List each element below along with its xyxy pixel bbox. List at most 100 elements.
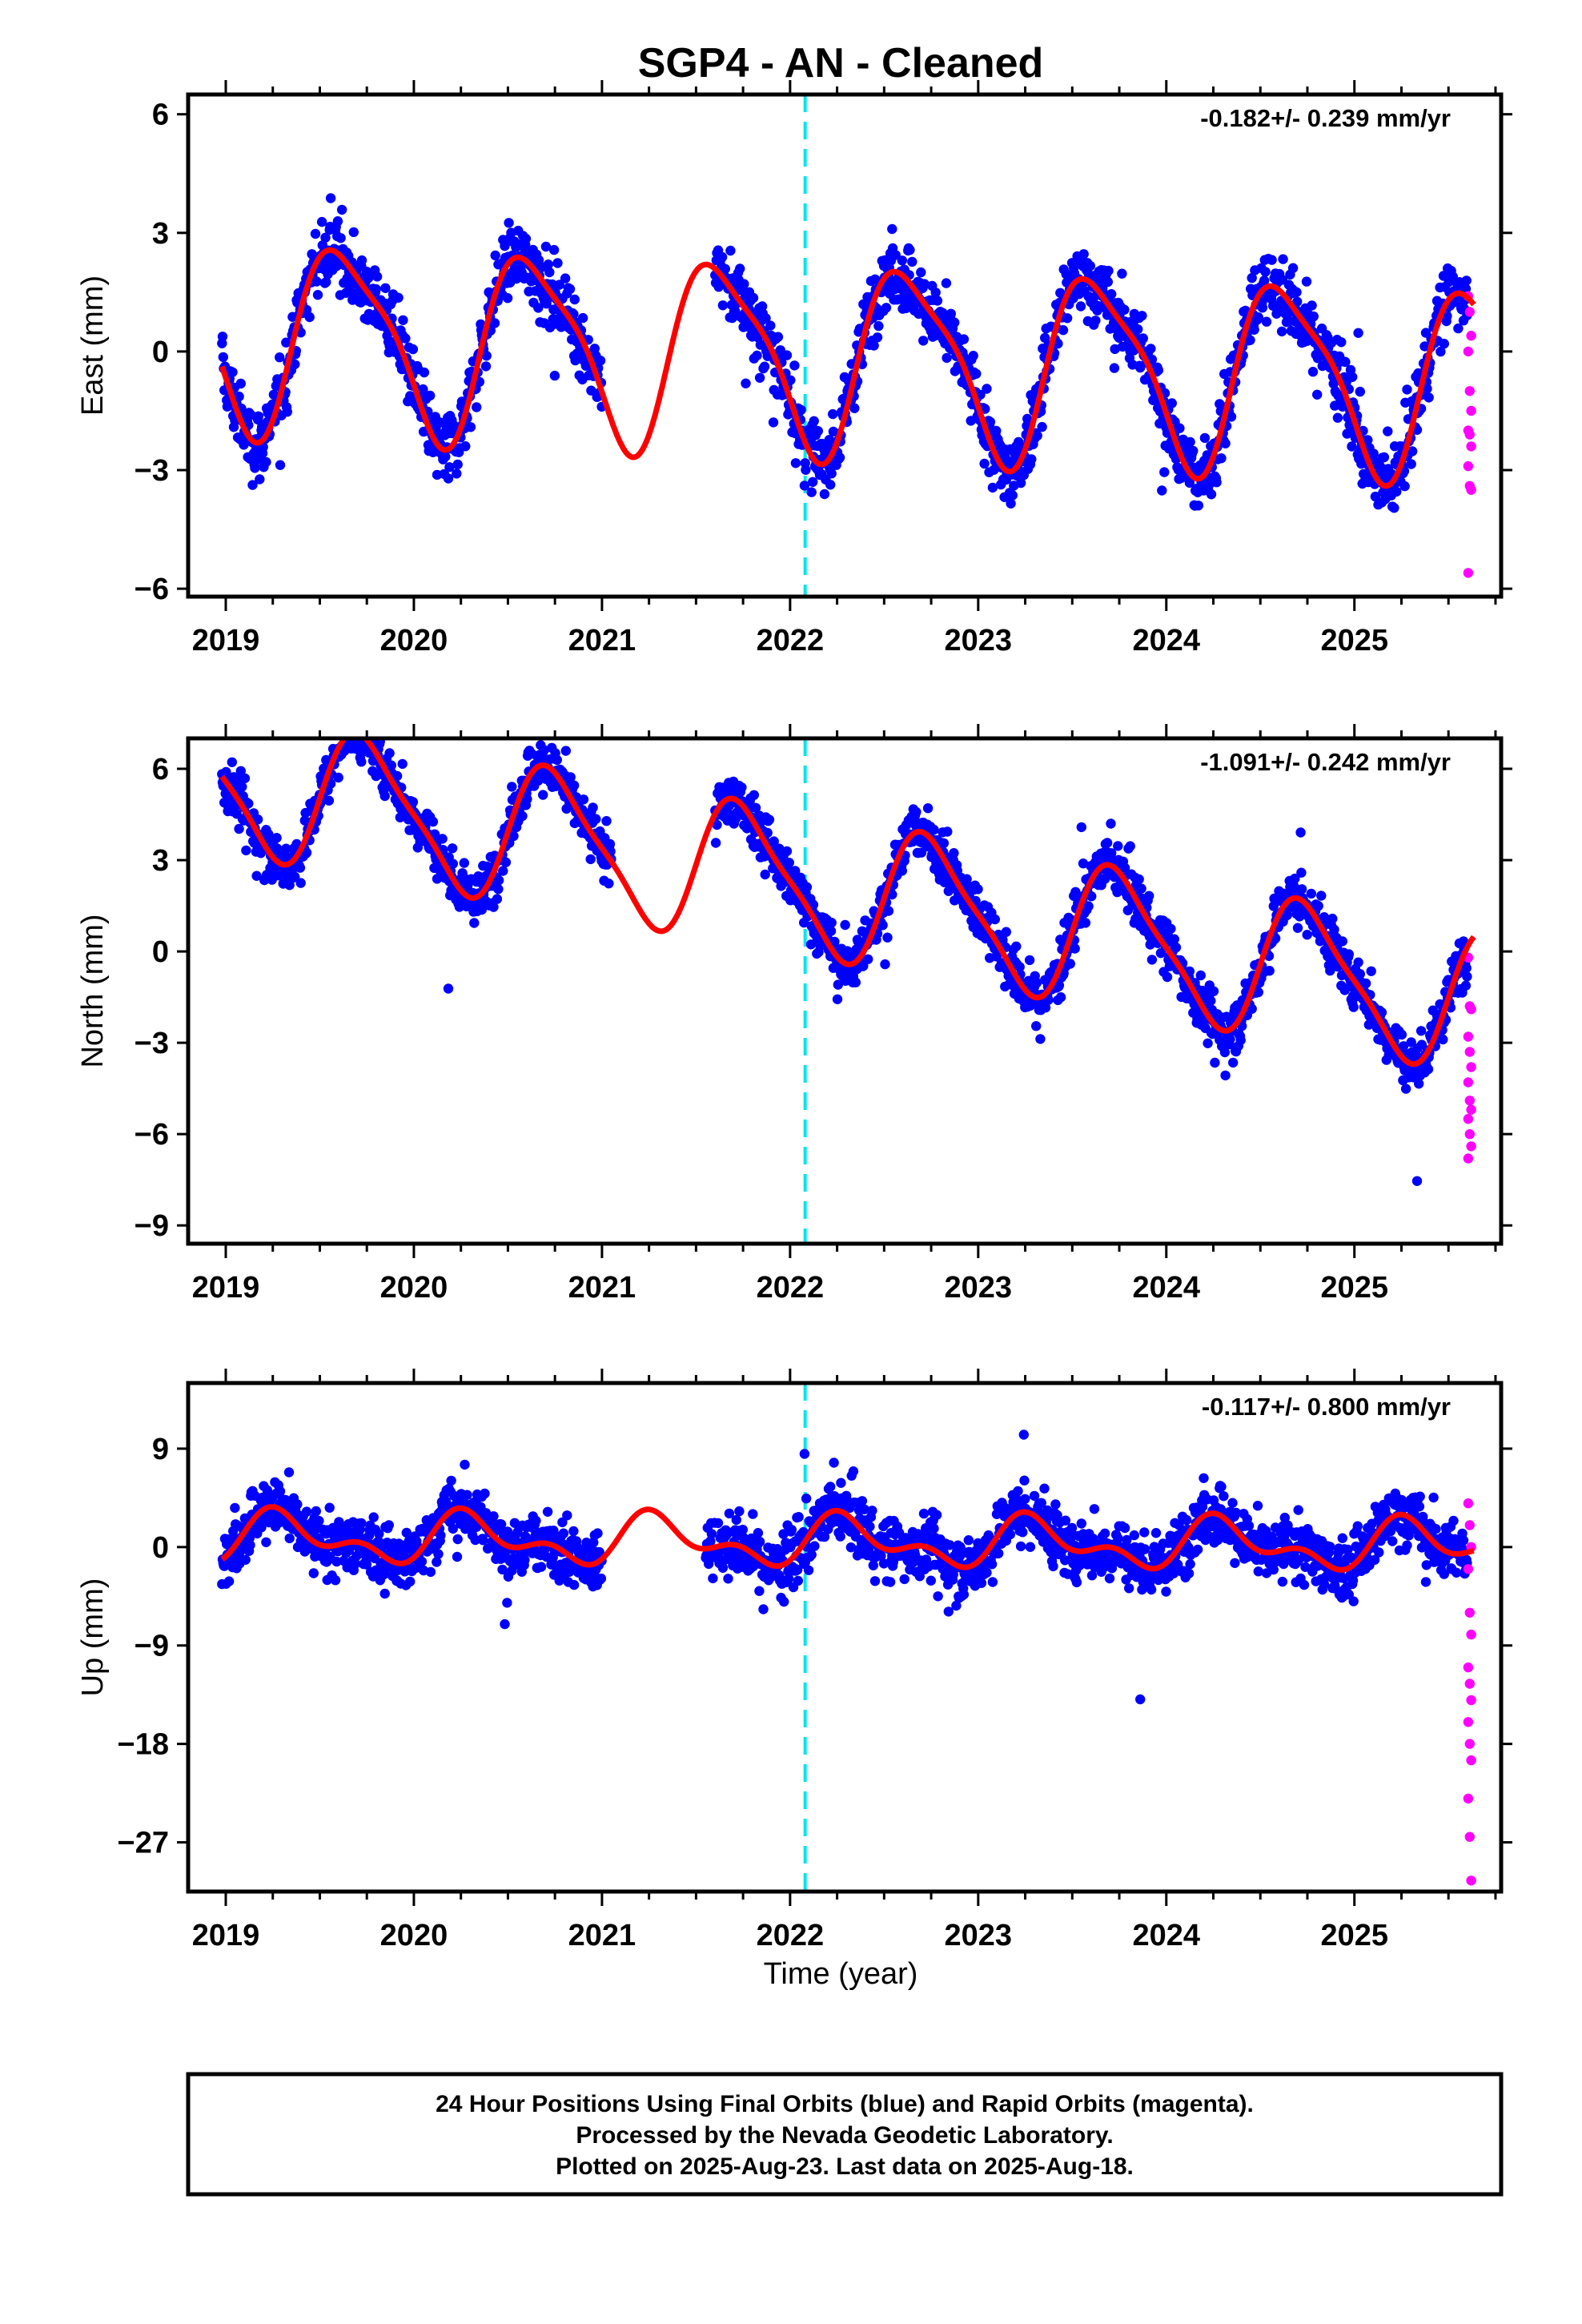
final-point <box>1153 365 1164 376</box>
final-point <box>443 473 454 484</box>
final-point <box>1379 452 1390 463</box>
rapid-point <box>1463 1077 1474 1088</box>
final-point <box>1296 867 1307 878</box>
final-point <box>1295 827 1306 838</box>
final-point <box>781 350 793 360</box>
y-tick-label: 0 <box>152 336 169 369</box>
rapid-point <box>1464 386 1476 396</box>
final-point <box>308 1568 319 1578</box>
final-point <box>384 748 395 758</box>
final-point <box>235 378 246 389</box>
final-point <box>883 906 894 916</box>
final-point <box>911 806 921 818</box>
final-point <box>1062 313 1073 324</box>
final-point <box>932 296 943 306</box>
final-point <box>295 862 306 873</box>
final-point <box>481 351 492 361</box>
final-point <box>425 390 436 401</box>
final-point <box>717 300 729 311</box>
rapid-point <box>1466 485 1476 495</box>
final-point <box>801 464 811 475</box>
final-point <box>1348 1002 1359 1012</box>
final-point <box>452 1551 463 1562</box>
final-point <box>240 1554 251 1565</box>
final-point <box>1292 923 1303 933</box>
final-point <box>428 816 439 827</box>
final-point <box>1260 267 1271 277</box>
final-point <box>351 711 360 721</box>
plot-area <box>217 702 1476 1244</box>
final-point <box>560 273 571 283</box>
final-point <box>1226 412 1237 422</box>
final-point <box>754 1586 765 1596</box>
final-point <box>452 1534 463 1545</box>
final-point <box>460 1459 470 1470</box>
final-point <box>1423 1063 1434 1075</box>
final-point <box>1211 477 1222 488</box>
final-point <box>333 772 343 783</box>
final-point <box>1086 891 1097 902</box>
final-point <box>500 240 510 251</box>
final-point <box>801 1494 812 1504</box>
final-point <box>507 782 517 792</box>
final-point <box>533 303 544 313</box>
final-point <box>785 375 796 385</box>
final-point <box>502 293 513 304</box>
final-point <box>942 826 953 837</box>
y-tick-label: 6 <box>152 753 169 786</box>
final-point <box>833 979 844 990</box>
final-point <box>869 340 879 351</box>
final-point <box>522 794 532 805</box>
final-point <box>1295 911 1305 922</box>
final-point <box>488 902 499 912</box>
final-point <box>958 334 970 344</box>
final-point <box>848 1466 859 1477</box>
final-point <box>283 1467 295 1478</box>
final-point <box>938 838 950 849</box>
final-point <box>1102 838 1113 848</box>
final-point <box>437 834 448 844</box>
final-point <box>946 308 957 319</box>
rapid-orbit-points <box>1463 291 1476 578</box>
final-point <box>809 416 819 426</box>
final-point <box>595 356 606 366</box>
final-point <box>1353 328 1363 338</box>
rate-label: -1.091+/- 0.242 mm/yr <box>1200 748 1451 776</box>
final-point <box>790 458 801 468</box>
y-tick-label: −6 <box>135 1118 169 1152</box>
final-point <box>549 370 560 381</box>
x-tick-label: 2025 <box>1320 624 1388 657</box>
y-tick-label: 3 <box>152 844 169 878</box>
final-point <box>234 391 244 402</box>
final-point <box>498 866 508 876</box>
final-point <box>1406 459 1416 469</box>
final-point <box>359 702 368 712</box>
final-point <box>762 827 773 838</box>
final-point <box>543 259 553 270</box>
final-point <box>1076 822 1087 833</box>
final-point <box>1075 301 1086 312</box>
final-point <box>1054 980 1065 991</box>
final-point <box>731 1514 741 1526</box>
final-point <box>897 866 908 876</box>
final-point <box>418 384 428 395</box>
final-point <box>706 1529 717 1539</box>
final-point <box>1399 480 1410 492</box>
final-point <box>759 361 770 372</box>
final-point <box>796 404 806 416</box>
final-point <box>368 1512 379 1522</box>
y-tick-label: −6 <box>135 573 169 606</box>
final-point <box>748 292 759 304</box>
final-point <box>358 710 367 719</box>
final-point <box>881 303 892 313</box>
final-point <box>819 489 830 500</box>
final-point <box>753 1528 764 1538</box>
final-point <box>1199 432 1211 444</box>
final-point <box>520 233 532 244</box>
final-point <box>1188 445 1199 456</box>
rapid-point <box>1463 460 1474 472</box>
final-point <box>1040 1003 1051 1013</box>
x-tick-label: 2025 <box>1320 1271 1388 1305</box>
